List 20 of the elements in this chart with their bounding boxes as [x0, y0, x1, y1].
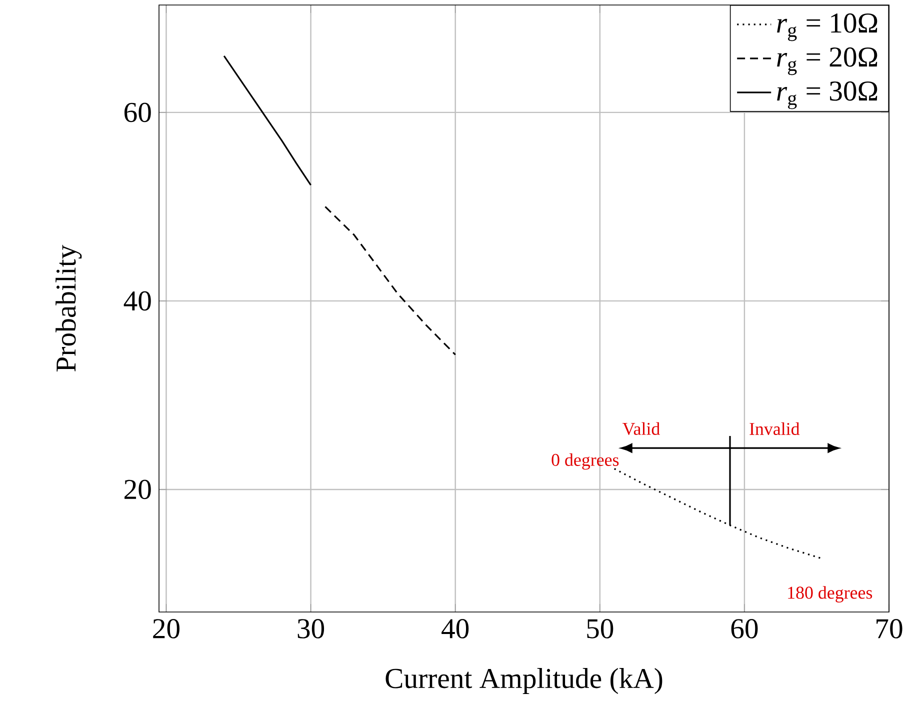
x-tick-label: 50: [587, 619, 614, 638]
legend-label: r$_{g}$ = 10Ω: [777, 13, 878, 42]
x-tick-label: 70: [876, 619, 902, 638]
legend-label: r$_{g}$ = 20Ω: [777, 47, 878, 76]
x-tick-label: 60: [731, 619, 758, 638]
y-tick-label: 20: [124, 480, 151, 500]
x-tick-label: 40: [442, 619, 469, 638]
line-series: [223, 55, 312, 186]
x-axis-title: Current Amplitude (kA): [386, 668, 662, 694]
annotation: Valid: [622, 422, 660, 436]
annotation: 0 degrees: [552, 453, 619, 470]
legend-label: r$_{g}$ = 30Ω: [777, 81, 878, 110]
annotation: 180 degrees: [788, 586, 872, 602]
annotation: Invalid: [750, 422, 800, 436]
x-tick-label: 30: [298, 619, 324, 638]
y-axis-title: Probability: [56, 244, 82, 372]
y-tick-label: 40: [124, 291, 151, 311]
y-tick-label: 60: [124, 102, 151, 122]
line-series: [324, 206, 456, 356]
x-tick-label: 20: [153, 619, 180, 638]
